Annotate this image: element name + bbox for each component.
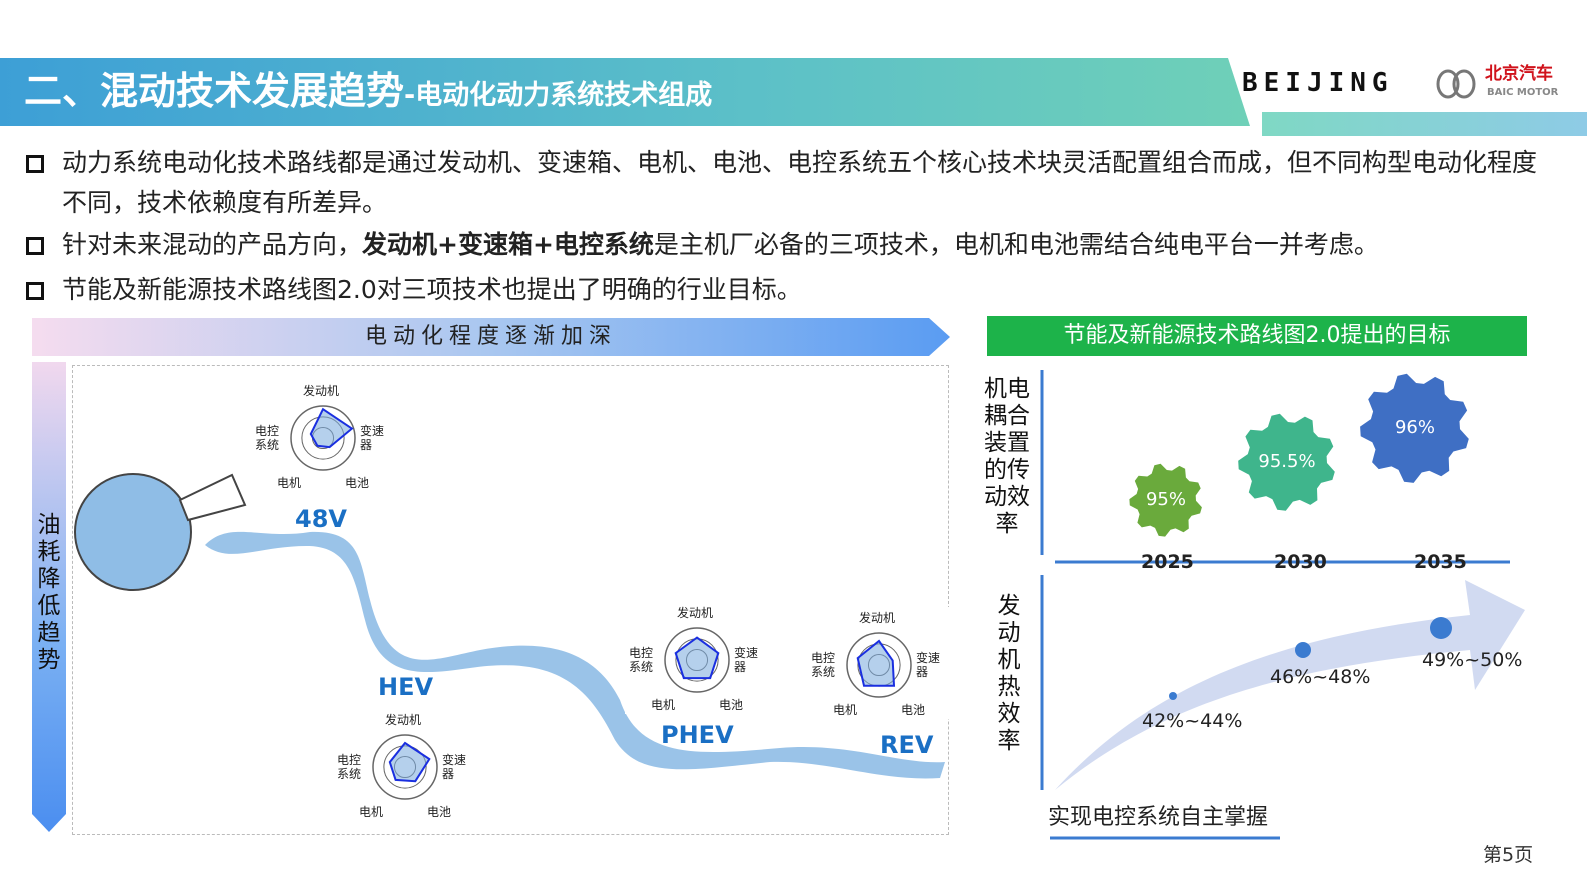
bullet-3: 节能及新能源技术路线图2.0对三项技术也提出了明确的行业目标。 [26,270,1556,310]
gear-value: 95% [1145,489,1186,510]
radar-axis-label: 变速器 [916,651,941,679]
baic-emblem-icon [1436,69,1476,99]
radar-axis-label: 发动机 [385,713,422,727]
radar-axis-label: 变速器 [442,753,467,781]
radar-axis-label: 电控系统 [337,753,362,781]
baic-logo-en: BAIC MOTOR [1487,87,1559,98]
gear-icon [1360,373,1469,483]
bullet-1: 动力系统电动化技术路线都是通过发动机、变速箱、电机、电池、电控系统五个核心技术块… [26,143,1556,223]
bullet-2: 针对未来混动的产品方向，发动机+变速箱+电控系统是主机厂必备的三项技术，电机和电… [26,225,1556,265]
thermal-2035: 49%~50% [1422,649,1523,671]
point-2035 [1430,617,1452,639]
targets-graphic [1040,370,1525,840]
radar-REV [856,639,896,687]
control-system-goal: 实现电控系统自主掌握 [1048,805,1269,830]
radar-axis-label: 发动机 [677,606,714,620]
radar-HEV [388,741,431,783]
year-2035: 2035 [1414,551,1467,573]
diagram-box [72,365,949,835]
thermal-2025: 42%~44% [1142,710,1243,732]
radar-axis-label: 电池 [719,698,744,712]
flask-icon [74,473,192,591]
transmission-efficiency-label: 机电耦合装置的传动效率 [984,376,1030,537]
river-diagram [74,405,945,800]
label-hev: HEV [378,673,434,701]
radar-axis-label: 电控系统 [811,651,836,679]
baic-logo-cn: 北京汽车 [1485,64,1553,84]
thermal-2030: 46%~48% [1270,666,1371,688]
label-phev: PHEV [661,721,734,749]
thermal-arrow [1055,580,1525,790]
radar-axis-label: 发动机 [859,611,896,625]
radar-axis-label: 电机 [651,698,676,712]
radar-axis-label: 电控系统 [255,424,280,452]
radar-axis-label: 电控系统 [629,646,654,674]
radar-PHEV [674,636,720,680]
radar-axis-label: 电池 [427,805,452,819]
radar-ring [664,627,730,693]
point-2030 [1295,642,1311,658]
radar-axis-label: 变速器 [360,424,385,452]
gear-icon [1238,413,1335,511]
page-number: 第5页 [1483,844,1534,866]
radar-ring [846,632,912,698]
header-band [0,58,1250,126]
river-shape [205,531,945,779]
radar-axis-label: 电池 [901,703,926,717]
radar-ring [290,405,356,471]
radar-axis-label: 电机 [277,476,302,490]
targets-banner: 节能及新能源技术路线图2.0提出的目标 [987,316,1527,356]
fuel-trend-arrow [32,362,66,832]
label-rev: REV [880,731,934,759]
radar-axis-label: 发动机 [303,384,340,398]
radar-axis-label: 电池 [345,476,370,490]
gear-icon [1129,463,1202,537]
beijing-logo: BEIJING [1242,68,1394,98]
header-accent [1262,112,1587,136]
radar-48V [309,407,354,449]
radar-axis-label: 变速器 [734,646,759,674]
gear-value: 96% [1394,417,1435,438]
radar-axis-label: 电机 [359,805,384,819]
point-2025 [1169,692,1177,700]
thermal-efficiency-label: 发动机热效率 [997,593,1021,754]
page-title: 二、混动技术发展趋势-电动化动力系统技术组成 [24,69,713,113]
label-48v: 48V [295,505,347,533]
electrification-arrow: 电动化程度逐渐加深 [32,318,950,356]
radar-axis-label: 电机 [833,703,858,717]
fuel-trend-label: 油耗降低趋势 [37,512,61,673]
gear-value: 95.5% [1258,451,1316,472]
radar-ring [372,734,438,800]
year-2025: 2025 [1141,551,1194,573]
year-2030: 2030 [1274,551,1327,573]
